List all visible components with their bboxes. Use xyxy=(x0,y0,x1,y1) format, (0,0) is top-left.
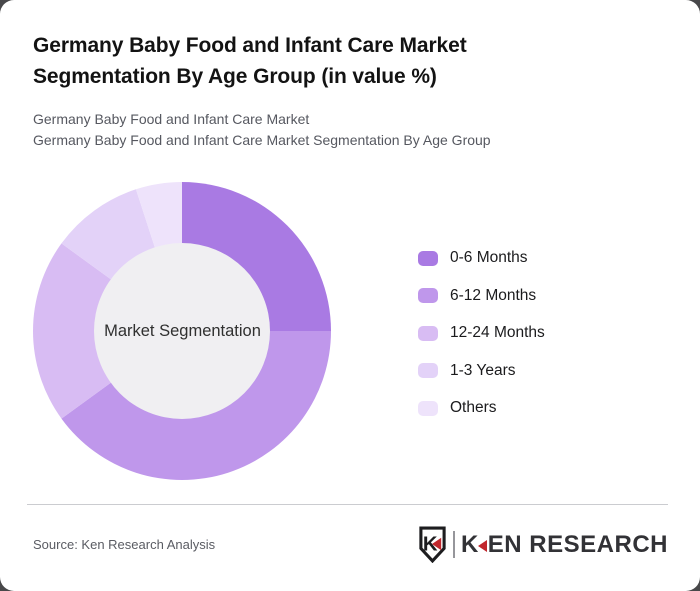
donut-center-label: Market Segmentation xyxy=(104,322,261,340)
donut-hole xyxy=(94,243,270,419)
donut-chart-svg xyxy=(32,182,331,481)
chart-subtitles: Germany Baby Food and Infant Care Market… xyxy=(33,109,653,151)
donut-chart xyxy=(32,181,332,481)
legend-label: 1-3 Years xyxy=(450,361,516,379)
legend-item: 0-6 Months xyxy=(418,250,545,266)
legend-label: 6-12 Months xyxy=(450,286,537,304)
logo-brand-k: K xyxy=(460,530,479,558)
legend-item: 12-24 Months xyxy=(418,325,545,341)
legend-swatch-icon xyxy=(418,250,438,266)
legend-swatch-icon xyxy=(418,400,438,416)
red-triangle-icon xyxy=(477,539,487,552)
logo-emblem-triangle-icon xyxy=(431,537,442,551)
chart-legend: 0-6 Months 6-12 Months 12-24 Months 1-3 … xyxy=(418,250,545,438)
legend-swatch-icon xyxy=(418,363,438,378)
chart-subtitle-line1: Germany Baby Food and Infant Care Market xyxy=(33,111,310,127)
logo-brand-rest: EN RESEARCH xyxy=(487,530,668,558)
legend-swatch-icon xyxy=(418,325,438,341)
logo-divider xyxy=(452,531,455,558)
page-title: Germany Baby Food and Infant Care Market… xyxy=(33,34,467,88)
legend-item: Others xyxy=(418,400,545,416)
footer-divider xyxy=(27,504,668,505)
legend-label: 0-6 Months xyxy=(450,249,528,266)
chart-subtitle-line2: Germany Baby Food and Infant Care Market… xyxy=(33,132,491,148)
legend-item: 6-12 Months xyxy=(418,286,545,304)
logo-shield-icon: K xyxy=(419,526,446,563)
ken-research-logo: K K EN RESEARCH xyxy=(418,526,668,563)
legend-label: Others xyxy=(450,399,497,416)
legend-item: 1-3 Years xyxy=(418,361,545,379)
legend-swatch-icon xyxy=(418,288,438,303)
logo-emblem-letter: K xyxy=(423,533,438,555)
source-text: Source: Ken Research Analysis xyxy=(33,537,216,552)
legend-label: 12-24 Months xyxy=(450,324,545,341)
logo-brand-text: K EN RESEARCH xyxy=(461,531,668,559)
